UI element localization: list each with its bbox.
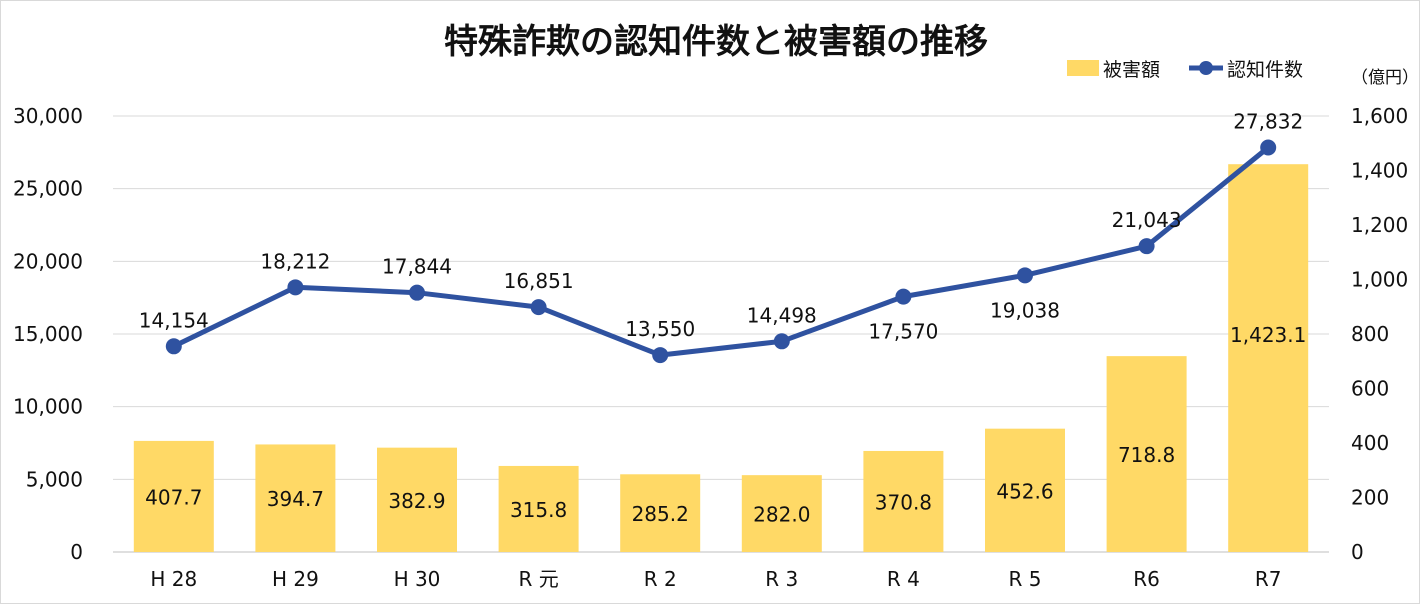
x-tick-label: H 29: [272, 567, 319, 591]
x-tick-label: R 3: [765, 567, 798, 591]
y-left-tick-label: 15,000: [13, 322, 83, 346]
y-right-tick-label: 1,200: [1351, 213, 1408, 237]
line-point-count: [652, 347, 669, 364]
y-right-tick-label: 800: [1351, 322, 1389, 346]
line-point-count: [1260, 139, 1277, 156]
bar-value-label: 452.6: [996, 479, 1053, 503]
x-tick-label: R6: [1133, 567, 1160, 591]
line-point-count: [165, 338, 182, 355]
bar-value-label: 285.2: [632, 502, 689, 526]
bar-series: [133, 164, 1309, 552]
bar-damage: [1106, 356, 1187, 552]
line-point-count: [409, 284, 425, 301]
line-value-label: 18,212: [260, 249, 330, 273]
x-tick-label: R7: [1255, 567, 1282, 591]
legend-label-count: 認知件数: [1227, 59, 1303, 81]
line-point-count: [1138, 238, 1155, 255]
legend-label-damage: 被害額: [1103, 59, 1160, 81]
bar-damage: [133, 440, 214, 552]
y-right-tick-label: 1,000: [1351, 268, 1408, 292]
line-point-count: [773, 333, 790, 350]
x-tick-label: R 5: [1009, 567, 1042, 591]
bar-value-label: 315.8: [510, 498, 567, 522]
y-right-tick-label: 1,600: [1351, 104, 1408, 128]
y-right-tick-label: 600: [1351, 377, 1389, 401]
y-right-tick-label: 400: [1351, 431, 1389, 455]
y-left-tick-label: 5,000: [26, 467, 83, 491]
x-tick-label: H 30: [394, 567, 441, 591]
line-point-count: [895, 288, 912, 305]
x-tick-label: H 28: [150, 567, 197, 591]
axes: 0 5,000 10,000 15,000 20,000 25,000 30,000 0 200…: [13, 104, 1408, 591]
data-labels: 407.7 394.7 382.9 315.8 285.2 282.0 370.8 452.6…: [139, 110, 1307, 527]
bar-value-label: 1,423.1: [1230, 323, 1306, 347]
line-count: [172, 145, 1270, 358]
y-right-tick-label: 0: [1351, 540, 1364, 564]
legend-marker-count: [1199, 61, 1213, 75]
y-right-tick-label: 200: [1351, 486, 1389, 510]
y-left-tick-label: 10,000: [13, 395, 83, 419]
line-value-label: 14,154: [139, 308, 209, 332]
bar-damage: [863, 450, 944, 552]
bar-damage: [741, 475, 822, 552]
bar-value-label: 382.9: [388, 489, 445, 513]
line-value-label: 19,038: [990, 298, 1060, 322]
bar-damage: [620, 474, 701, 552]
bar-value-label: 394.7: [267, 487, 324, 511]
right-axis-unit: （億円）: [1351, 68, 1419, 88]
line-value-label: 17,844: [382, 255, 452, 279]
bar-value-label: 370.8: [875, 490, 932, 514]
bar-value-label: 407.7: [145, 485, 202, 509]
line-point-count: [1017, 267, 1033, 284]
x-tick-label: R 4: [887, 567, 920, 591]
x-tick-label: R 元: [518, 567, 558, 591]
y-left-tick-label: 30,000: [13, 104, 83, 128]
line-point-count: [530, 299, 547, 316]
line-point-count: [287, 279, 304, 296]
y-left-tick-label: 25,000: [13, 177, 83, 201]
line-value-label: 13,550: [625, 317, 695, 341]
line-value-label: 27,832: [1233, 110, 1303, 134]
bar-damage: [985, 428, 1065, 552]
line-value-label: 17,570: [868, 320, 938, 344]
line-value-label: 16,851: [504, 269, 574, 293]
bar-value-label: 718.8: [1118, 443, 1175, 467]
y-right-tick-label: 1,400: [1351, 159, 1408, 183]
y-left-tick-label: 0: [70, 540, 83, 564]
bar-damage: [377, 447, 457, 552]
legend-swatch-damage: [1067, 60, 1099, 76]
line-series: [165, 139, 1277, 364]
bar-damage: [255, 444, 336, 552]
line-value-label: 21,043: [1112, 208, 1182, 232]
y-left-tick-label: 20,000: [13, 249, 83, 273]
chart-title: 特殊詐欺の認知件数と被害額の推移: [444, 22, 988, 62]
legend: 被害額 認知件数: [1067, 59, 1303, 81]
bar-damage: [498, 465, 579, 552]
x-tick-label: R 2: [644, 567, 677, 591]
line-value-label: 14,498: [747, 303, 817, 327]
bar-damage: [1228, 164, 1309, 552]
bar-value-label: 282.0: [753, 503, 810, 527]
